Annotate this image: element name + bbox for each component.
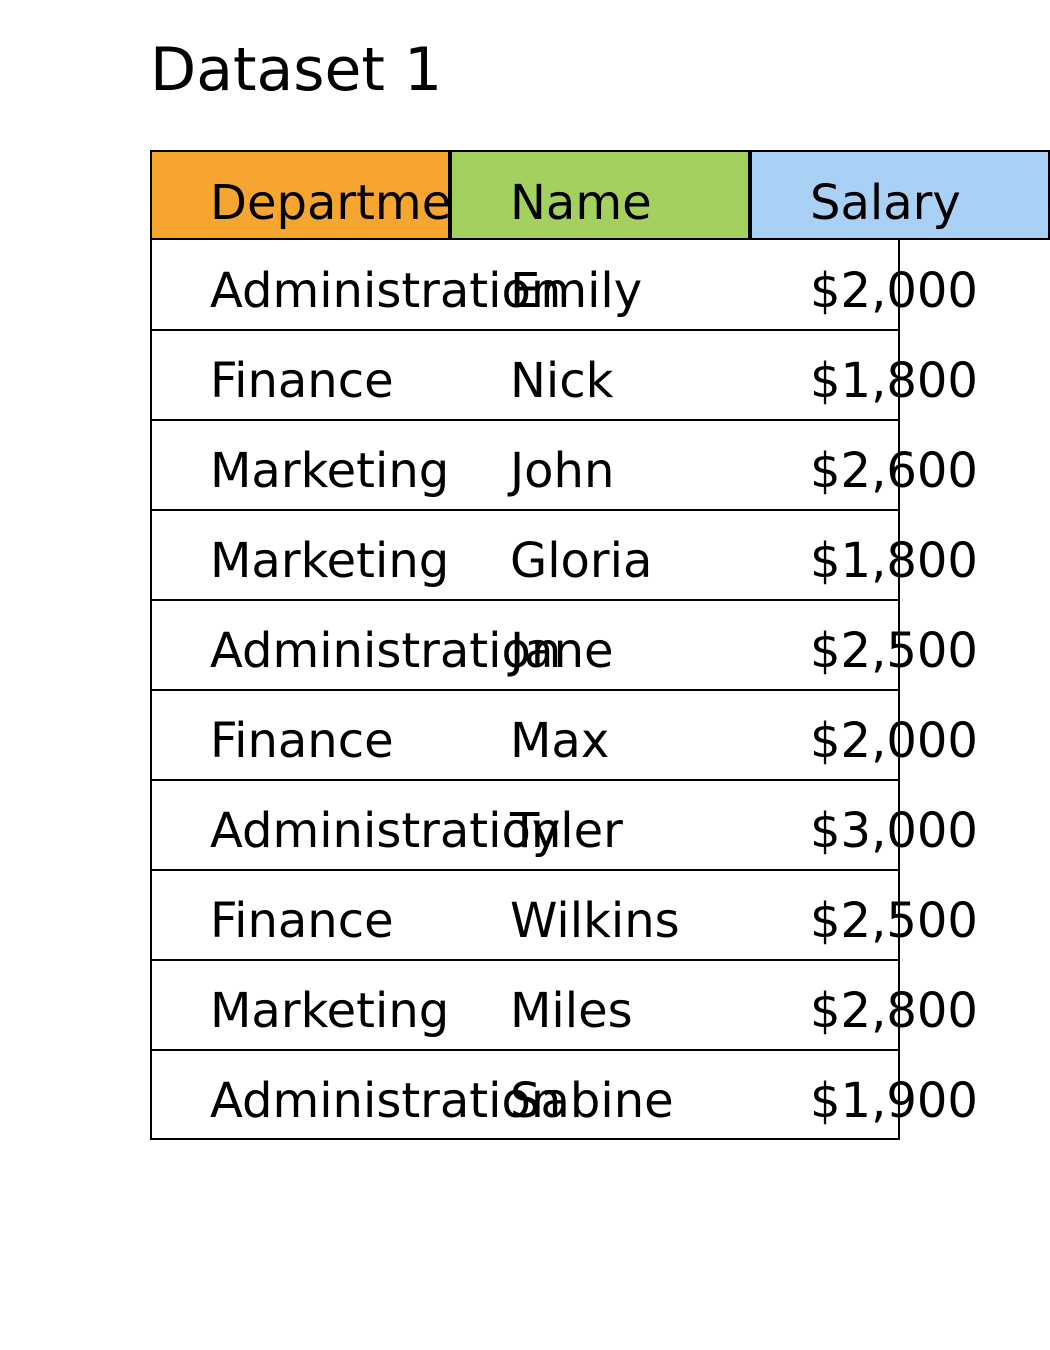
cell-department: Finance — [210, 893, 394, 949]
row-divider — [150, 599, 900, 601]
cell-department: Marketing — [210, 533, 450, 589]
row-divider — [150, 509, 900, 511]
header-name: Name — [450, 150, 750, 240]
cell-name: Gloria — [510, 533, 653, 589]
header-department-label: Department — [210, 175, 450, 231]
row-divider — [150, 869, 900, 871]
cell-name: Nick — [510, 353, 614, 409]
cell-name: Jane — [510, 623, 614, 679]
cell-salary: $2,500 — [810, 623, 978, 679]
cell-salary: $2,500 — [810, 893, 978, 949]
row-divider — [150, 689, 900, 691]
cell-department: Marketing — [210, 443, 450, 499]
header-salary: Salary — [750, 150, 1050, 240]
cell-salary: $2,600 — [810, 443, 978, 499]
row-divider — [150, 1049, 900, 1051]
cell-salary: $2,800 — [810, 983, 978, 1039]
row-divider — [150, 329, 900, 331]
cell-salary: $2,000 — [810, 263, 978, 319]
cell-name: Tyler — [510, 803, 623, 859]
cell-department: Finance — [210, 713, 394, 769]
cell-department: Marketing — [210, 983, 450, 1039]
cell-salary: $1,900 — [810, 1073, 978, 1129]
cell-department: Administration — [210, 803, 562, 859]
header-department: Department — [150, 150, 450, 240]
cell-salary: $1,800 — [810, 533, 978, 589]
cell-department: Administration — [210, 263, 562, 319]
cell-department: Finance — [210, 353, 394, 409]
row-divider — [150, 959, 900, 961]
cell-name: Sabine — [510, 1073, 674, 1129]
row-divider — [150, 779, 900, 781]
cell-name: John — [510, 443, 615, 499]
cell-salary: $2,000 — [810, 713, 978, 769]
cell-department: Administration — [210, 1073, 562, 1129]
cell-department: Administration — [210, 623, 562, 679]
cell-salary: $1,800 — [810, 353, 978, 409]
cell-name: Emily — [510, 263, 643, 319]
cell-name: Wilkins — [510, 893, 680, 949]
header-salary-label: Salary — [810, 175, 961, 231]
cell-salary: $3,000 — [810, 803, 978, 859]
header-name-label: Name — [510, 175, 652, 231]
row-divider — [150, 419, 900, 421]
page-title: Dataset 1 — [150, 35, 443, 105]
cell-name: Miles — [510, 983, 633, 1039]
cell-name: Max — [510, 713, 610, 769]
